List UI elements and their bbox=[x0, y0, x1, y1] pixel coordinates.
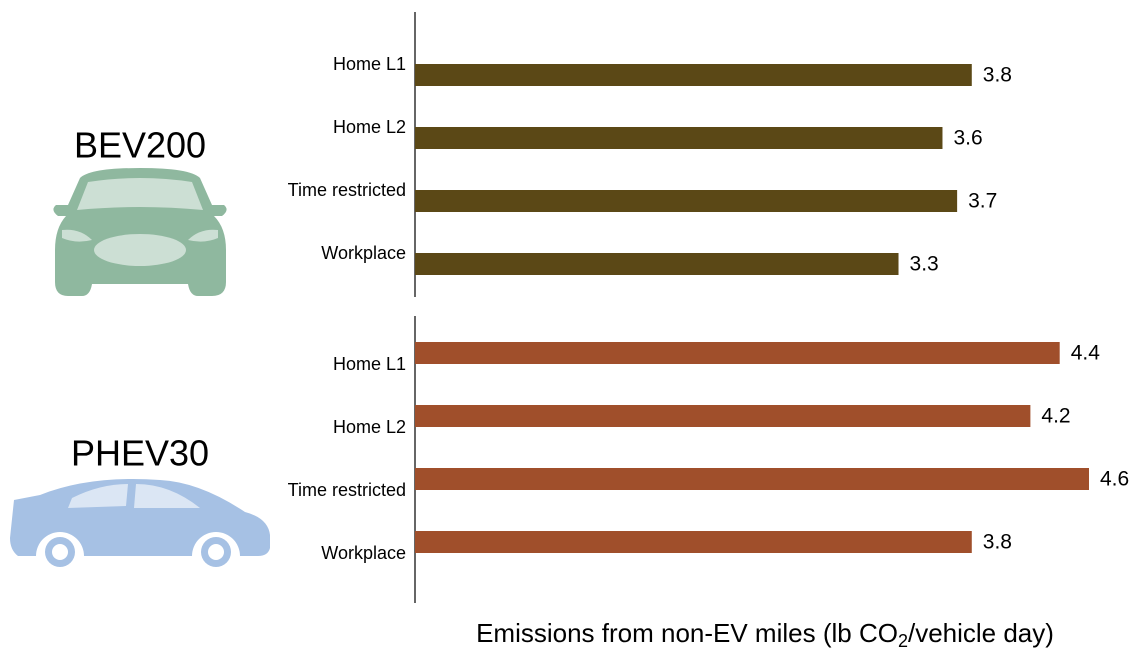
bar bbox=[415, 253, 899, 275]
value-label: 4.4 bbox=[1071, 342, 1101, 365]
bar bbox=[415, 405, 1031, 427]
phev-car-icon bbox=[10, 479, 270, 567]
category-label: Home L2 bbox=[333, 117, 406, 137]
value-label: 3.8 bbox=[983, 531, 1012, 554]
category-label: Home L1 bbox=[333, 354, 406, 374]
x-axis-label-part: /vehicle day) bbox=[908, 618, 1054, 648]
category-label: Home L2 bbox=[333, 417, 406, 437]
value-label: 3.8 bbox=[983, 64, 1012, 87]
bar bbox=[415, 127, 943, 149]
category-label: Workplace bbox=[321, 243, 406, 263]
x-axis-label-subscript: 2 bbox=[898, 631, 908, 650]
value-label: 4.6 bbox=[1100, 468, 1129, 491]
category-label: Time restricted bbox=[288, 180, 406, 200]
category-label: Home L1 bbox=[333, 54, 406, 74]
bar bbox=[415, 190, 958, 212]
value-label: 4.2 bbox=[1041, 405, 1070, 428]
bar bbox=[415, 531, 972, 553]
bar bbox=[415, 468, 1089, 490]
bev-car-icon bbox=[53, 168, 227, 296]
x-axis-label-part: Emissions from non-EV miles (lb CO bbox=[476, 618, 898, 648]
category-label: Workplace bbox=[321, 543, 406, 563]
value-label: 3.6 bbox=[953, 127, 982, 150]
x-axis-label: Emissions from non-EV miles (lb CO2/vehi… bbox=[476, 618, 1054, 650]
bar bbox=[415, 64, 972, 86]
value-label: 3.7 bbox=[968, 190, 997, 213]
panel-title: PHEV30 bbox=[71, 433, 209, 474]
category-label: Time restricted bbox=[288, 480, 406, 500]
panel-title: BEV200 bbox=[74, 125, 206, 166]
value-label: 3.3 bbox=[910, 253, 939, 276]
bar bbox=[415, 342, 1060, 364]
